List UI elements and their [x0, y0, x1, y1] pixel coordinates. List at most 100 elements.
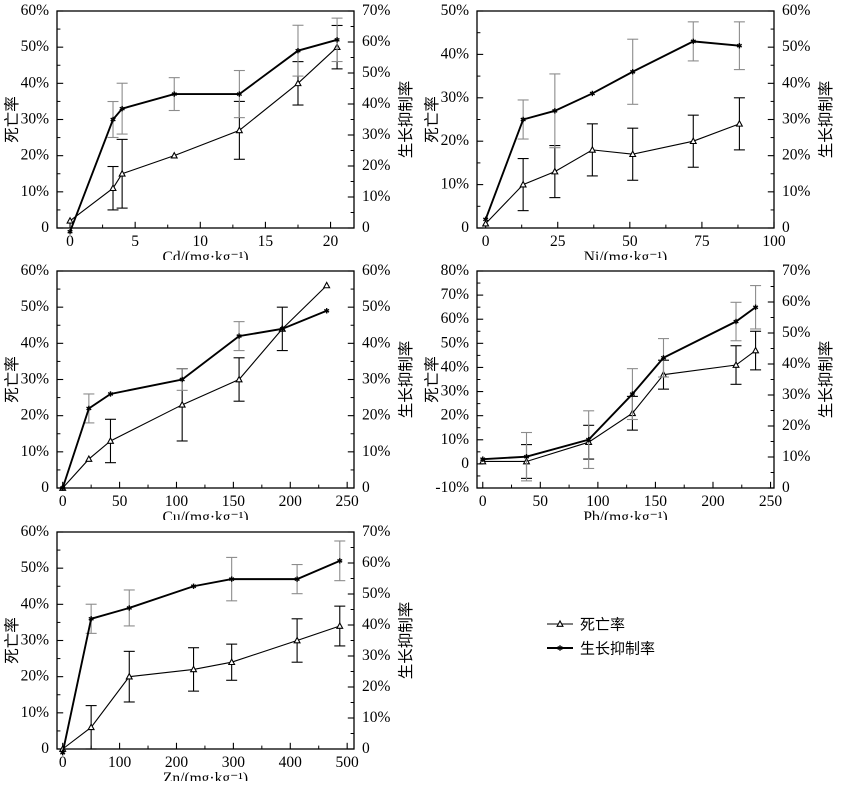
svg-text:10%: 10%	[441, 431, 470, 448]
svg-text:50%: 50%	[441, 334, 470, 351]
svg-text:30%: 30%	[21, 371, 50, 388]
svg-text:10%: 10%	[441, 176, 470, 193]
svg-text:死亡率: 死亡率	[3, 617, 21, 664]
svg-text:Cu/(mg·kg⁻¹): Cu/(mg·kg⁻¹)	[162, 509, 248, 520]
svg-text:0: 0	[461, 219, 469, 236]
svg-text:死亡率: 死亡率	[580, 617, 625, 634]
svg-text:400: 400	[279, 754, 303, 771]
svg-text:250: 250	[759, 493, 783, 510]
svg-text:60%: 60%	[21, 262, 50, 279]
svg-text:60%: 60%	[362, 33, 391, 50]
svg-text:0: 0	[41, 219, 49, 236]
svg-text:60%: 60%	[21, 2, 50, 19]
svg-text:Zn/(mg·kg⁻¹): Zn/(mg·kg⁻¹)	[163, 770, 248, 781]
svg-text:50%: 50%	[21, 38, 50, 55]
svg-text:50: 50	[533, 493, 549, 510]
svg-text:0: 0	[461, 455, 469, 472]
svg-text:10%: 10%	[21, 183, 50, 200]
svg-text:60%: 60%	[362, 554, 391, 571]
svg-text:0: 0	[59, 493, 67, 510]
svg-text:40%: 40%	[441, 45, 470, 62]
svg-text:0: 0	[362, 219, 370, 236]
svg-text:0: 0	[41, 479, 49, 496]
svg-text:150: 150	[644, 493, 668, 510]
svg-text:20%: 20%	[782, 417, 811, 434]
svg-text:40%: 40%	[362, 616, 391, 633]
svg-text:10%: 10%	[362, 709, 391, 726]
svg-text:0: 0	[362, 740, 370, 757]
svg-text:40%: 40%	[21, 595, 50, 612]
svg-text:150: 150	[222, 493, 246, 510]
svg-text:死亡率: 死亡率	[3, 96, 21, 143]
svg-text:60%: 60%	[362, 262, 391, 279]
svg-text:50%: 50%	[362, 585, 391, 602]
svg-text:40%: 40%	[21, 334, 50, 351]
svg-text:生长抑制率: 生长抑制率	[817, 341, 835, 419]
svg-text:15: 15	[258, 233, 274, 250]
svg-text:20%: 20%	[21, 147, 50, 164]
svg-text:20%: 20%	[21, 407, 50, 424]
svg-text:Pb/(mg·kg⁻¹): Pb/(mg·kg⁻¹)	[583, 509, 667, 520]
svg-text:100: 100	[165, 493, 189, 510]
svg-text:40%: 40%	[782, 355, 811, 372]
svg-text:300: 300	[222, 754, 246, 771]
svg-text:70%: 70%	[362, 2, 391, 19]
svg-text:100: 100	[586, 493, 610, 510]
svg-text:20%: 20%	[441, 407, 470, 424]
svg-text:80%: 80%	[441, 262, 470, 279]
svg-text:200: 200	[165, 754, 189, 771]
svg-text:500: 500	[336, 754, 360, 771]
svg-text:60%: 60%	[441, 310, 470, 327]
svg-text:70%: 70%	[362, 523, 391, 540]
svg-text:20%: 20%	[441, 132, 470, 149]
svg-text:30%: 30%	[782, 111, 811, 128]
svg-text:30%: 30%	[441, 89, 470, 106]
svg-text:25: 25	[550, 233, 566, 250]
svg-text:50%: 50%	[782, 38, 811, 55]
svg-text:0: 0	[782, 479, 790, 496]
svg-text:100: 100	[108, 754, 132, 771]
svg-text:60%: 60%	[782, 2, 811, 19]
svg-text:Cd/(mg·kg⁻¹): Cd/(mg·kg⁻¹)	[162, 249, 248, 260]
svg-text:40%: 40%	[21, 74, 50, 91]
svg-text:死亡率: 死亡率	[423, 96, 441, 143]
svg-text:200: 200	[279, 493, 303, 510]
svg-text:20%: 20%	[362, 678, 391, 695]
svg-text:生长抑制率: 生长抑制率	[817, 81, 835, 159]
svg-text:30%: 30%	[362, 647, 391, 664]
svg-text:30%: 30%	[441, 383, 470, 400]
svg-text:20: 20	[323, 233, 339, 250]
svg-text:30%: 30%	[362, 126, 391, 143]
svg-text:0: 0	[66, 233, 74, 250]
svg-text:30%: 30%	[362, 371, 391, 388]
svg-text:20%: 20%	[362, 407, 391, 424]
svg-text:-10%: -10%	[435, 479, 469, 496]
svg-text:60%: 60%	[782, 293, 811, 310]
svg-text:70%: 70%	[441, 286, 470, 303]
svg-text:5: 5	[131, 233, 139, 250]
svg-text:10%: 10%	[782, 448, 811, 465]
svg-text:30%: 30%	[782, 386, 811, 403]
svg-text:0: 0	[41, 740, 49, 757]
svg-text:50%: 50%	[21, 298, 50, 315]
svg-text:生长抑制率: 生长抑制率	[397, 81, 415, 159]
svg-text:75: 75	[694, 233, 710, 250]
svg-text:60%: 60%	[21, 523, 50, 540]
svg-text:0: 0	[482, 233, 490, 250]
svg-text:50%: 50%	[362, 298, 391, 315]
svg-text:0: 0	[59, 754, 67, 771]
svg-text:10%: 10%	[362, 443, 391, 460]
svg-text:0: 0	[362, 479, 370, 496]
svg-text:100: 100	[762, 233, 786, 250]
svg-text:20%: 20%	[782, 147, 811, 164]
svg-text:生长抑制率: 生长抑制率	[397, 602, 415, 680]
svg-text:50%: 50%	[362, 64, 391, 81]
svg-text:死亡率: 死亡率	[3, 356, 21, 403]
svg-text:40%: 40%	[441, 358, 470, 375]
svg-text:20%: 20%	[362, 157, 391, 174]
svg-text:50%: 50%	[782, 324, 811, 341]
svg-text:10%: 10%	[782, 183, 811, 200]
svg-text:30%: 30%	[21, 632, 50, 649]
svg-text:Ni/(mg·kg⁻¹): Ni/(mg·kg⁻¹)	[584, 249, 667, 260]
svg-text:70%: 70%	[782, 262, 811, 279]
